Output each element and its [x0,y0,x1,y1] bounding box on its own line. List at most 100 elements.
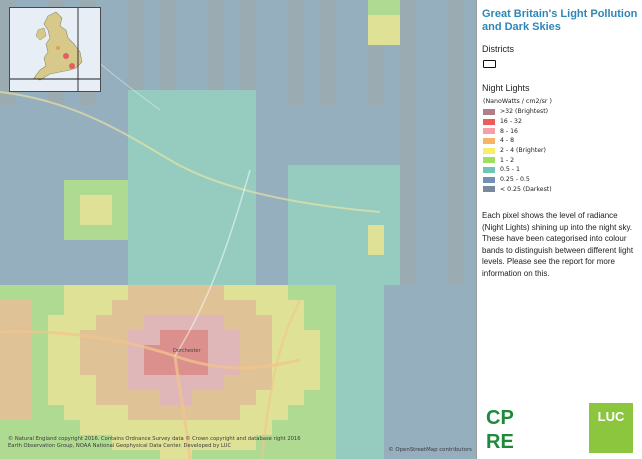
radiance-tile [288,135,304,150]
radiance-tile [224,450,240,459]
radiance-tile [368,255,384,270]
radiance-tile [64,300,80,315]
radiance-tile [0,345,16,360]
radiance-tile [320,30,336,45]
radiance-tile [400,405,416,420]
radiance-tile [352,195,368,210]
radiance-tile [448,165,464,180]
radiance-tile [416,255,432,270]
radiance-tile [32,270,48,285]
map-description: Each pixel shows the level of radiance (… [482,211,634,278]
radiance-tile [160,195,176,210]
radiance-tile [416,30,432,45]
radiance-tile [320,120,336,135]
legend-item: 8 - 16 [483,126,633,136]
radiance-tile [368,120,384,135]
radiance-tile [352,120,368,135]
radiance-tile [48,135,64,150]
radiance-tile [464,390,476,405]
radiance-tile [272,60,288,75]
radiance-tile [176,255,192,270]
radiance-tile [352,405,368,420]
map-view[interactable]: Dorchester © Natural England copyright 2… [0,0,477,459]
radiance-tile [32,135,48,150]
radiance-tile [464,210,476,225]
radiance-tile [384,45,400,60]
radiance-tile [256,30,272,45]
radiance-tile [112,240,128,255]
radiance-tile [304,150,320,165]
radiance-tile [160,135,176,150]
radiance-tile [288,60,304,75]
night-lights-map[interactable]: Dorchester [0,0,477,459]
radiance-tile [256,390,272,405]
radiance-tile [16,150,32,165]
radiance-tile [160,120,176,135]
radiance-tile [176,225,192,240]
radiance-tile [352,360,368,375]
radiance-tile [416,240,432,255]
radiance-tile [352,435,368,450]
radiance-tile [32,405,48,420]
radiance-tile [400,0,416,15]
radiance-tile [400,120,416,135]
radiance-tile [144,375,160,390]
radiance-tile [240,225,256,240]
radiance-tile [336,285,352,300]
radiance-tile [304,135,320,150]
radiance-tile [224,255,240,270]
overview-inset-map[interactable] [9,7,101,92]
radiance-tile [384,225,400,240]
radiance-tile [208,390,224,405]
radiance-tile [304,225,320,240]
radiance-tile [384,30,400,45]
radiance-tile [416,375,432,390]
radiance-tile [0,315,16,330]
legend-swatch [483,147,495,154]
radiance-tile [0,405,16,420]
radiance-tile [192,60,208,75]
radiance-tile [16,420,32,435]
radiance-tile [240,375,256,390]
radiance-tile [400,180,416,195]
radiance-tile [448,390,464,405]
radiance-tile [400,300,416,315]
radiance-tile [96,180,112,195]
radiance-tile [448,405,464,420]
radiance-tile [320,375,336,390]
radiance-tile [48,120,64,135]
radiance-tile [160,285,176,300]
radiance-tile [208,345,224,360]
radiance-tile [208,150,224,165]
radiance-tile [160,30,176,45]
radiance-tile [400,225,416,240]
radiance-tile [128,285,144,300]
radiance-tile [416,405,432,420]
radiance-tile [304,15,320,30]
radiance-tile [208,180,224,195]
radiance-tile [96,195,112,210]
radiance-tile [112,345,128,360]
radiance-tile [352,285,368,300]
radiance-tile [208,90,224,105]
radiance-tile [288,210,304,225]
radiance-tile [464,135,476,150]
radiance-tile [192,0,208,15]
radiance-tile [128,60,144,75]
radiance-tile [112,270,128,285]
radiance-tile [208,30,224,45]
radiance-tile [272,240,288,255]
radiance-tile [48,435,64,450]
osm-attribution[interactable]: © OpenStreetMap contributors [388,447,472,453]
radiance-tile [224,135,240,150]
radiance-tile [272,0,288,15]
radiance-tile [224,90,240,105]
radiance-tile [416,210,432,225]
radiance-tile [416,15,432,30]
night-lights-heading: Night Lights [482,83,530,93]
radiance-tile [32,180,48,195]
legend-panel: Great Britain's Light Pollution and Dark… [477,0,642,459]
radiance-tile [160,45,176,60]
radiance-tile [256,120,272,135]
radiance-tile [304,300,320,315]
